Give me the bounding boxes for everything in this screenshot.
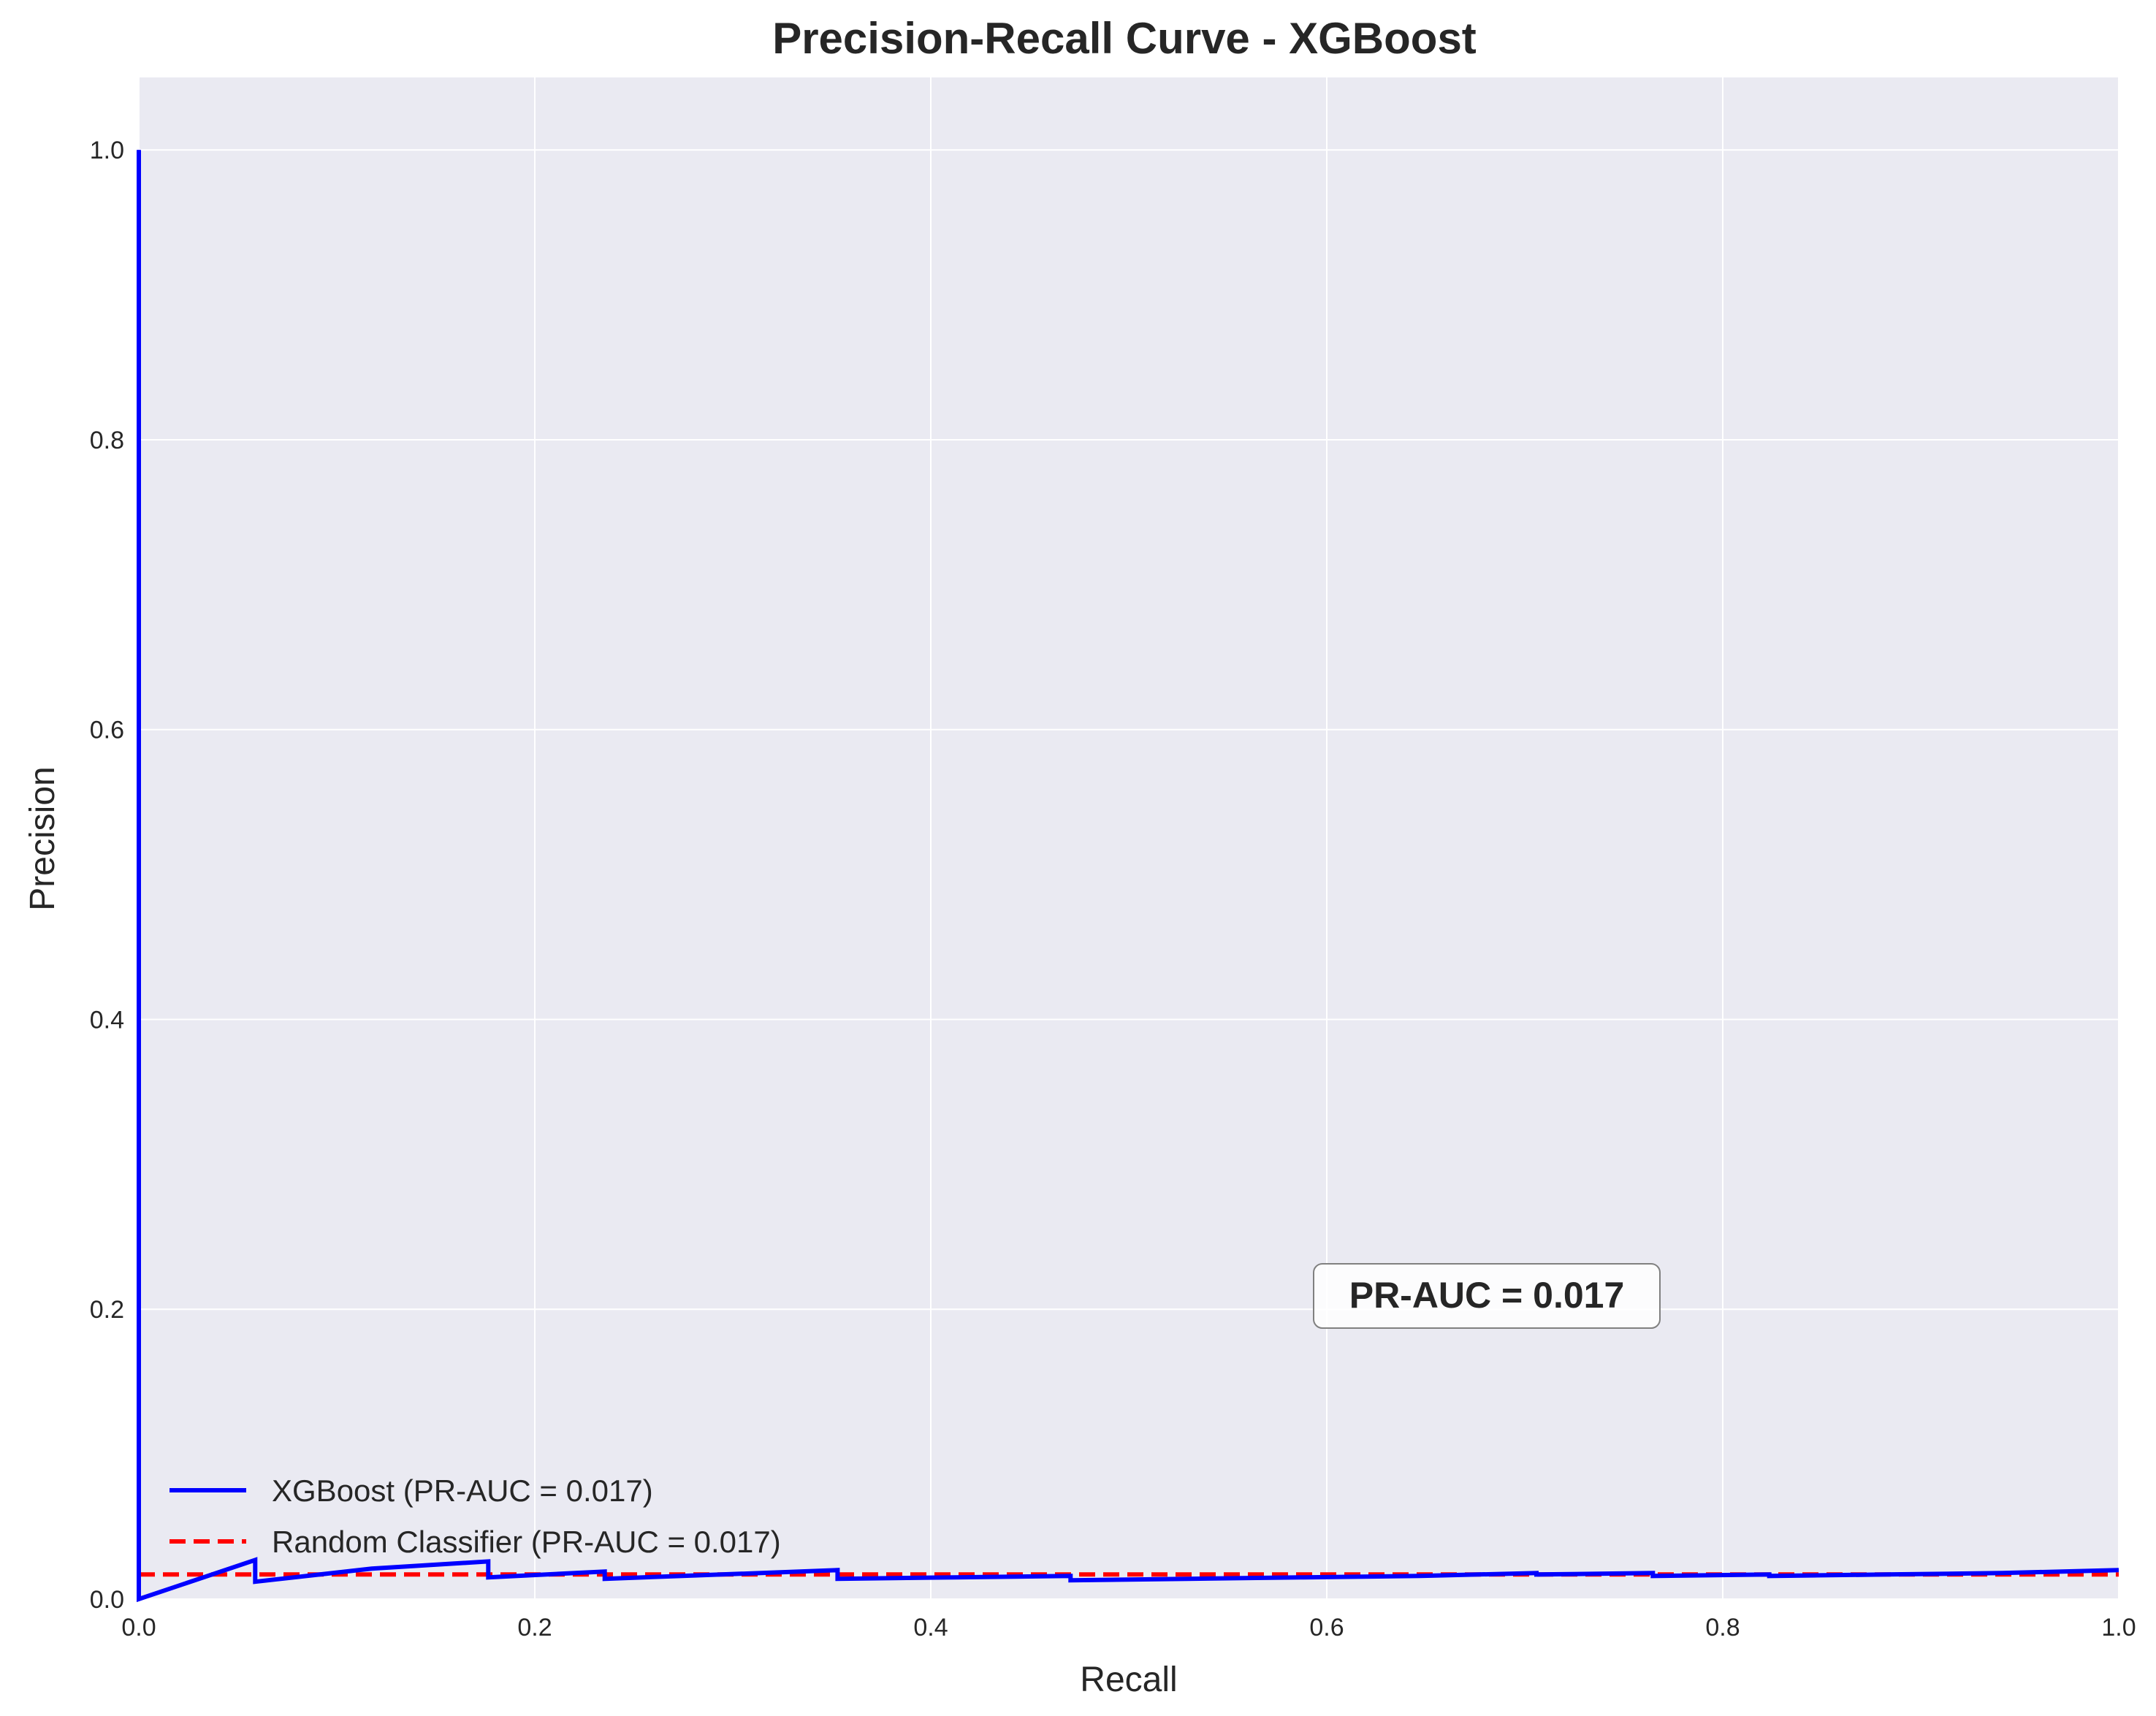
y-tick-label: 0.8 (90, 427, 124, 454)
y-tick-label: 0.4 (90, 1006, 124, 1034)
y-tick-label: 0.2 (90, 1296, 124, 1324)
annotation-box (1313, 1263, 1661, 1329)
y-tick-label: 0.0 (90, 1586, 124, 1614)
x-axis-label: Recall (1080, 1660, 1177, 1699)
chart-title: Precision-Recall Curve - XGBoost (772, 14, 1477, 63)
x-tick-label: 1.0 (2101, 1614, 2136, 1641)
y-tick-label: 0.6 (90, 717, 124, 744)
y-axis-label: Precision (23, 766, 62, 910)
plot-area (139, 77, 2119, 1599)
y-tick-label: 1.0 (90, 137, 124, 164)
x-tick-label: 0.2 (517, 1614, 552, 1641)
legend-label: Random Classifier (PR-AUC = 0.017) (272, 1525, 781, 1559)
legend: XGBoost (PR-AUC = 0.017) Random Classifie… (169, 1473, 781, 1559)
axis-ticks: 0.0 0.2 0.4 0.6 0.8 1.0 0.0 0.2 0.4 0.6 0.8 1.0 (90, 137, 2136, 1641)
x-tick-label: 0.4 (913, 1614, 948, 1641)
pr-auc-annotation: PR-AUC = 0.017 (1313, 1263, 1661, 1329)
legend-label: XGBoost (PR-AUC = 0.017) (272, 1473, 653, 1508)
xgboost-pr-line (137, 150, 2119, 1603)
grid-lines (138, 77, 2119, 1600)
x-tick-label: 0.0 (121, 1614, 156, 1641)
series-layer (137, 150, 2119, 1603)
annotation-text: PR-AUC = 0.017 (1349, 1275, 1625, 1316)
x-tick-label: 0.6 (1309, 1614, 1344, 1641)
x-tick-label: 0.8 (1705, 1614, 1740, 1641)
